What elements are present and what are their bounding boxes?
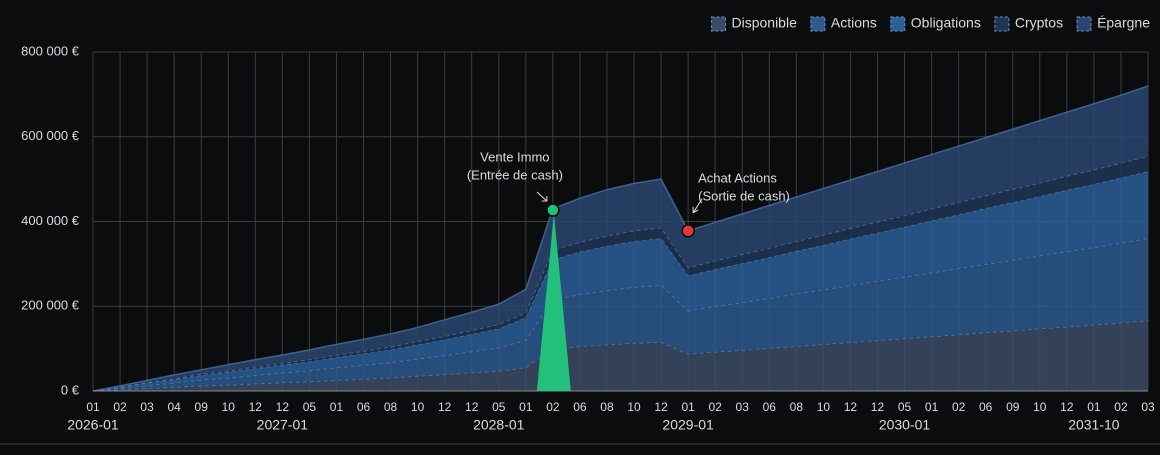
y-tick-label: 0 € <box>61 382 80 397</box>
legend-label: Obligations <box>911 15 981 31</box>
x-tick-label: 02 <box>1114 400 1128 414</box>
x-tick-label: 01 <box>681 400 695 414</box>
event-point <box>546 203 560 217</box>
x-tick-label: 12 <box>249 400 263 414</box>
period-label: 2030-01 <box>879 417 931 433</box>
x-tick-label: 01 <box>1087 400 1101 414</box>
x-tick-label: 12 <box>438 400 452 414</box>
x-tick-label: 08 <box>790 400 804 414</box>
x-tick-label: 03 <box>1141 400 1155 414</box>
x-tick-label: 12 <box>465 400 479 414</box>
area <box>93 320 1148 391</box>
event-label: Vente Immo <box>480 149 549 164</box>
legend-label: Actions <box>831 15 877 31</box>
x-tick-label: 12 <box>871 400 885 414</box>
event-label: (Sortie de cash) <box>698 188 790 203</box>
x-tick-label: 02 <box>952 400 966 414</box>
x-tick-label: 12 <box>654 400 668 414</box>
x-tick-label: 08 <box>600 400 614 414</box>
area <box>93 171 1148 391</box>
legend-swatch <box>710 16 726 32</box>
x-tick-label: 10 <box>627 400 641 414</box>
y-tick-label: 600 000 € <box>21 128 80 143</box>
event-arrow <box>692 198 703 214</box>
x-tick-label: 10 <box>411 400 425 414</box>
legend-label: Disponible <box>731 15 797 31</box>
x-tick-label: 06 <box>763 400 777 414</box>
area-edge <box>92 171 1149 392</box>
x-tick-label: 06 <box>979 400 993 414</box>
event-label: (Entrée de cash) <box>467 167 563 182</box>
event-arrow <box>536 191 548 202</box>
x-tick-label: 03 <box>140 400 154 414</box>
legend-swatch <box>890 16 906 32</box>
legend-swatch <box>810 16 826 32</box>
x-tick-label: 10 <box>222 400 236 414</box>
x-tick-label: 12 <box>276 400 290 414</box>
x-tick-label: 06 <box>357 400 371 414</box>
legend-label: Cryptos <box>1015 15 1063 31</box>
x-tick-label: 06 <box>573 400 587 414</box>
x-tick-label: 08 <box>384 400 398 414</box>
legend-swatch <box>1076 16 1092 32</box>
period-label: 2028-01 <box>473 417 525 433</box>
legend-label: Épargne <box>1097 15 1150 31</box>
period-label: 2026-01 <box>67 417 119 433</box>
x-tick-label: 02 <box>546 400 560 414</box>
period-label: 2027-01 <box>257 417 309 433</box>
x-tick-label: 05 <box>898 400 912 414</box>
x-tick-label: 10 <box>817 400 831 414</box>
legend-swatch <box>994 16 1010 32</box>
period-label: 2031-10 <box>1068 417 1120 433</box>
y-tick-label: 400 000 € <box>21 213 80 228</box>
x-tick-label: 09 <box>195 400 209 414</box>
x-tick-label: 05 <box>492 400 506 414</box>
event-label: Achat Actions <box>698 170 777 185</box>
x-tick-label: 05 <box>303 400 317 414</box>
x-tick-label: 12 <box>1060 400 1074 414</box>
x-tick-label: 01 <box>519 400 533 414</box>
area-edge <box>92 85 1149 392</box>
y-tick-label: 800 000 € <box>21 43 80 58</box>
x-tick-label: 01 <box>925 400 939 414</box>
x-tick-label: 01 <box>86 400 100 414</box>
x-tick-label: 03 <box>736 400 750 414</box>
cash-spike <box>536 213 571 391</box>
x-tick-label: 02 <box>708 400 722 414</box>
y-tick-label: 200 000 € <box>21 298 80 313</box>
period-label: 2029-01 <box>662 417 714 433</box>
x-tick-label: 01 <box>330 400 344 414</box>
x-tick-label: 02 <box>113 400 127 414</box>
x-tick-label: 09 <box>1006 400 1020 414</box>
x-tick-label: 12 <box>844 400 858 414</box>
x-tick-label: 10 <box>1033 400 1047 414</box>
area <box>93 238 1148 391</box>
event-point <box>681 224 695 238</box>
x-tick-label: 04 <box>167 400 181 414</box>
